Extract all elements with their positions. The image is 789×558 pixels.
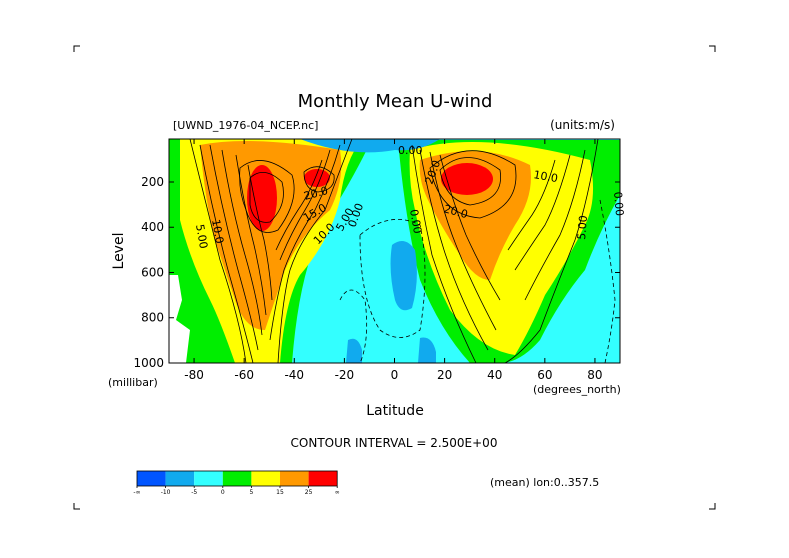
x-axis-title: Latitude xyxy=(366,403,424,419)
band-blue-lower-left xyxy=(346,338,362,363)
colorbar-tick-label: 15 xyxy=(276,489,284,496)
units-label: (units:m/s) xyxy=(550,118,615,132)
contour-plot xyxy=(169,139,620,363)
colorbar-tick-label: 25 xyxy=(305,489,313,496)
y-units-label: (millibar) xyxy=(108,376,158,389)
contour-lines xyxy=(189,139,599,363)
band-orange-south xyxy=(200,141,342,330)
core-red-south-main xyxy=(247,165,277,231)
x-tick-label: -80 xyxy=(184,368,204,382)
colorbar-swatch xyxy=(222,471,252,486)
y-tick-label: 600 xyxy=(141,265,164,279)
y-tick-label: 200 xyxy=(141,175,164,189)
corner-marks xyxy=(73,45,716,510)
x-tick-label: -60 xyxy=(234,368,254,382)
contour-label: 0.00 xyxy=(611,191,626,217)
contour-label: 5.00 xyxy=(193,223,210,249)
x-tick-label: -40 xyxy=(284,368,304,382)
colorbar-tick-label: -∞ xyxy=(133,489,140,496)
x-tick-label: 80 xyxy=(587,368,602,382)
colorbar-swatch xyxy=(308,471,338,486)
y-axis: 200 400 600 800 1000 xyxy=(133,175,620,370)
contour-label: 0.00 xyxy=(407,208,424,234)
colorbar-tick-label: -5 xyxy=(191,489,197,496)
x-units-label: (degrees_north) xyxy=(533,383,621,396)
y-tick-label: 1000 xyxy=(133,356,164,370)
x-tick-label: 0 xyxy=(391,368,399,382)
contour-label: 0.00 xyxy=(398,144,423,157)
core-red-south-secondary xyxy=(304,169,330,187)
contour-label: 10.0 xyxy=(532,168,558,185)
contour-interval-label: CONTOUR INTERVAL = 2.500E+00 xyxy=(291,436,498,450)
missing-data xyxy=(169,275,190,363)
colorbar-swatch xyxy=(251,471,280,486)
colorbar-swatch xyxy=(137,471,166,486)
mean-label: (mean) lon:0..357.5 xyxy=(490,476,599,489)
x-axis: -80 -60 -40 -20 0 20 40 60 80 xyxy=(184,139,603,382)
x-tick-label: 60 xyxy=(537,368,552,382)
band-blue-upper xyxy=(300,139,440,153)
colorbar-frame xyxy=(136,470,338,487)
chart-title: Monthly Mean U-wind xyxy=(298,91,493,112)
colorbar-tick-label: 0 xyxy=(221,489,225,496)
negative-contours xyxy=(339,199,616,363)
contour-label: 5.00 xyxy=(575,215,590,241)
colorbar-swatch xyxy=(165,471,195,486)
y-tick-label: 400 xyxy=(141,220,164,234)
x-tick-label: 20 xyxy=(437,368,452,382)
colorbar-swatch xyxy=(280,471,309,486)
band-blue-lower-right xyxy=(418,337,436,363)
x-tick-label: -20 xyxy=(335,368,355,382)
y-tick-label: 800 xyxy=(141,311,164,325)
colorbar: -∞ -10 -5 0 5 15 25 ∞ xyxy=(133,470,340,496)
y-axis-title: Level xyxy=(111,233,127,270)
x-tick-label: 40 xyxy=(487,368,502,382)
contour-label: 20.0 xyxy=(442,202,469,221)
colorbar-tick-label: ∞ xyxy=(335,489,340,496)
colorbar-tick-label: 5 xyxy=(249,489,253,496)
colorbar-tick-label: -10 xyxy=(161,489,171,496)
band-blue-equator xyxy=(390,241,417,311)
colorbar-swatch xyxy=(194,471,223,486)
core-red-north xyxy=(441,163,493,195)
contour-label: 20.0 xyxy=(302,184,329,203)
contour-label: 10.0 xyxy=(209,218,226,244)
dataset-label: [UWND_1976-04_NCEP.nc] xyxy=(173,119,318,132)
